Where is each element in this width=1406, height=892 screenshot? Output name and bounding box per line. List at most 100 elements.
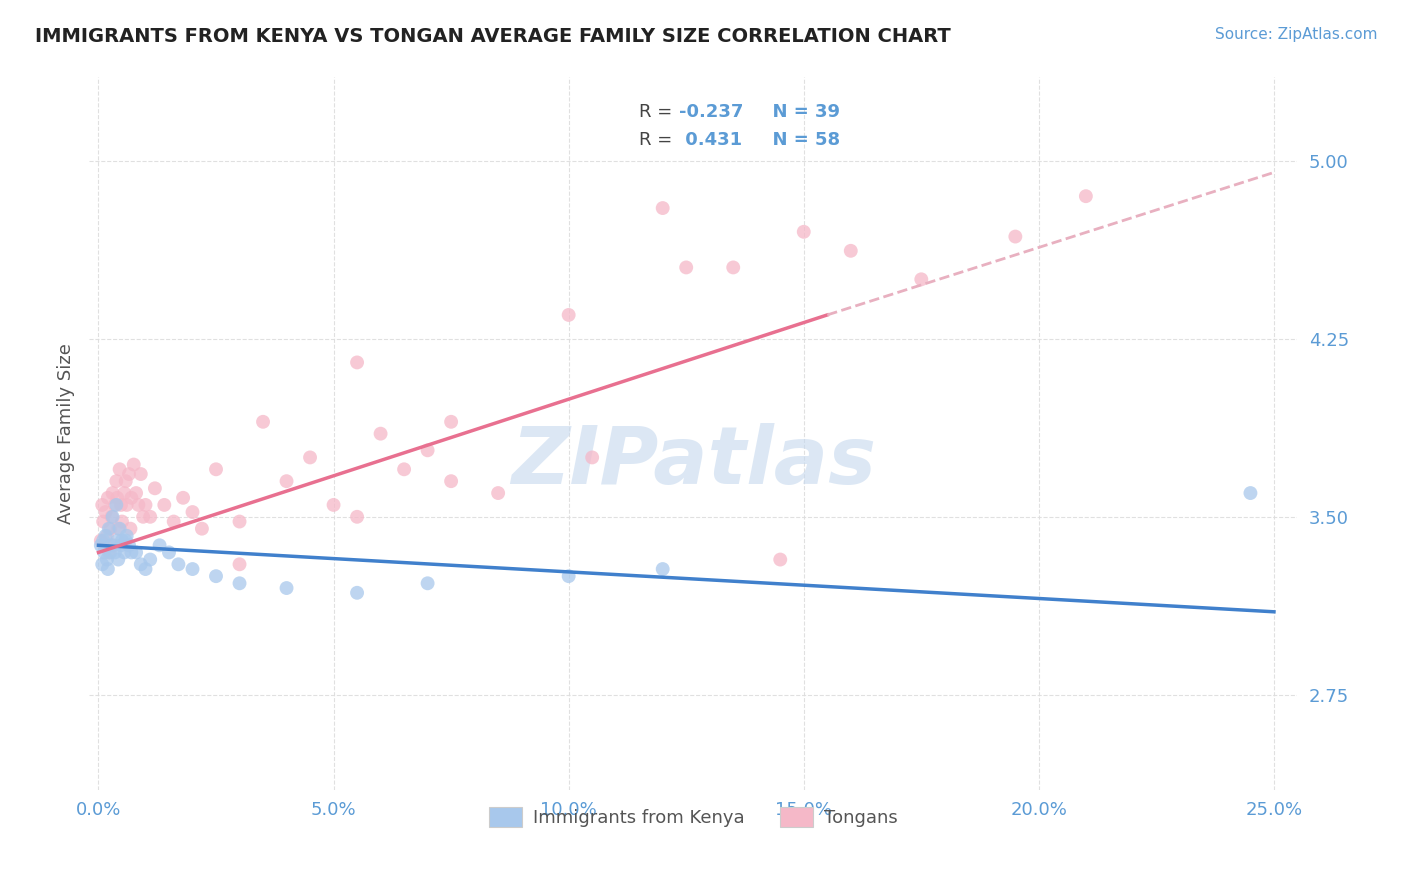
Point [104, 498, 127, 512]
Point [172, 491, 194, 505]
Point [97, 522, 120, 536]
Point [105, 491, 128, 505]
Point [157, 545, 180, 559]
Text: N = 58: N = 58 [759, 131, 839, 149]
Point [98, 545, 121, 559]
Point [129, 558, 152, 572]
Point [440, 474, 463, 488]
Point [114, 474, 136, 488]
Point [1074, 189, 1097, 203]
Point [120, 491, 142, 505]
Text: R =: R = [638, 131, 678, 149]
Point [108, 462, 131, 476]
Point [205, 569, 228, 583]
Point [793, 225, 815, 239]
Text: Source: ZipAtlas.com: Source: ZipAtlas.com [1215, 27, 1378, 42]
Point [1004, 229, 1026, 244]
Point [143, 481, 166, 495]
Point [163, 515, 186, 529]
Point [97, 545, 120, 559]
Point [91, 533, 114, 548]
Point [101, 486, 124, 500]
Point [105, 474, 128, 488]
Point [107, 552, 129, 566]
Point [90, 538, 112, 552]
Point [557, 308, 579, 322]
Point [112, 486, 135, 500]
Point [111, 515, 134, 529]
Text: -0.237: -0.237 [679, 103, 744, 120]
Point [153, 498, 176, 512]
Point [134, 498, 156, 512]
Point [100, 538, 122, 552]
Point [101, 509, 124, 524]
Point [440, 415, 463, 429]
Point [114, 533, 136, 548]
Y-axis label: Average Family Size: Average Family Size [58, 343, 75, 524]
Point [346, 586, 368, 600]
Point [90, 533, 112, 548]
Point [118, 538, 141, 552]
Point [94, 505, 117, 519]
Point [252, 415, 274, 429]
Point [228, 515, 250, 529]
Point [129, 467, 152, 481]
Point [112, 545, 135, 559]
Point [122, 458, 145, 472]
Point [91, 515, 114, 529]
Point [97, 562, 120, 576]
Point [115, 529, 138, 543]
Point [110, 538, 132, 552]
Point [205, 462, 228, 476]
Text: R =: R = [638, 103, 678, 120]
Point [723, 260, 745, 275]
Point [94, 529, 117, 543]
Point [392, 462, 415, 476]
Point [98, 522, 121, 536]
Point [103, 538, 125, 552]
Point [651, 201, 673, 215]
Point [139, 552, 162, 566]
Point [125, 545, 148, 559]
Point [108, 522, 131, 536]
Point [416, 576, 439, 591]
Point [125, 486, 148, 500]
Point [132, 509, 155, 524]
Text: N = 39: N = 39 [759, 103, 839, 120]
Point [581, 450, 603, 465]
Point [370, 426, 392, 441]
Point [105, 498, 128, 512]
Point [167, 558, 190, 572]
Text: ZIPatlas: ZIPatlas [510, 423, 876, 501]
Point [346, 509, 368, 524]
Point [105, 533, 128, 548]
Point [127, 498, 149, 512]
Point [299, 450, 322, 465]
Point [107, 522, 129, 536]
Point [93, 538, 115, 552]
Point [228, 576, 250, 591]
Point [120, 522, 142, 536]
Point [104, 545, 127, 559]
Point [769, 552, 792, 566]
Point [322, 498, 344, 512]
Point [839, 244, 862, 258]
Point [276, 581, 298, 595]
Point [346, 355, 368, 369]
Point [910, 272, 932, 286]
Point [91, 498, 114, 512]
Point [149, 538, 172, 552]
Text: IMMIGRANTS FROM KENYA VS TONGAN AVERAGE FAMILY SIZE CORRELATION CHART: IMMIGRANTS FROM KENYA VS TONGAN AVERAGE … [35, 27, 950, 45]
Point [651, 562, 673, 576]
Point [93, 545, 115, 559]
Point [416, 443, 439, 458]
Point [181, 562, 204, 576]
Point [276, 474, 298, 488]
Point [120, 545, 142, 559]
Point [675, 260, 697, 275]
Point [96, 529, 118, 543]
Point [97, 491, 120, 505]
Point [110, 498, 132, 512]
Point [100, 509, 122, 524]
Point [181, 505, 204, 519]
